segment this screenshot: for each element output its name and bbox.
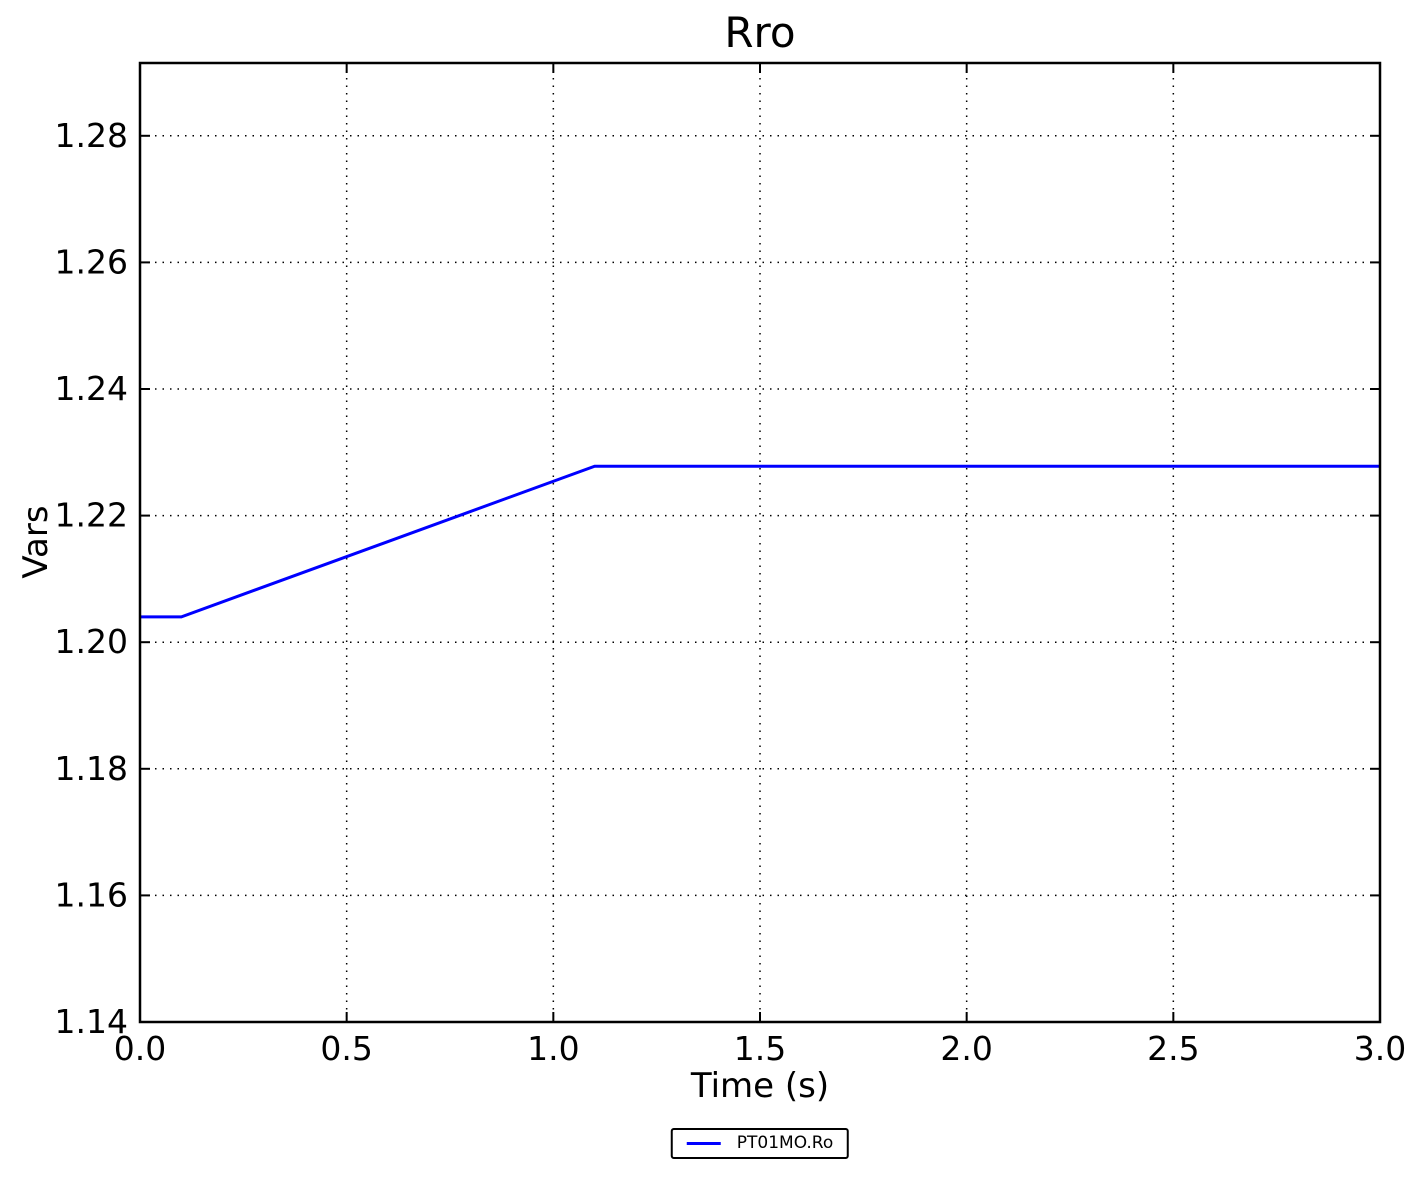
- y-tick-label: 1.22: [55, 496, 128, 535]
- chart-title: Rro: [724, 8, 796, 57]
- y-axis-label: Vars: [16, 505, 56, 579]
- tick-labels: 0.0 0.5 1.0 1.5 2.0 2.5 3.0 1.14 1.16 1.18 1.20 1.2…: [55, 116, 1407, 1068]
- x-tick-label: 0.0: [114, 1029, 166, 1068]
- legend-series-label: PT01MO.Ro: [736, 1133, 834, 1153]
- legend-line-swatch: [686, 1142, 721, 1145]
- x-tick-label: 2.0: [940, 1029, 992, 1068]
- y-tick-label: 1.26: [55, 242, 128, 281]
- y-tick-label: 1.28: [55, 116, 128, 155]
- x-axis-label: Time (s): [690, 1066, 830, 1106]
- grid-lines: [140, 63, 1380, 1022]
- y-tick-label: 1.16: [55, 875, 128, 914]
- plot-frame: [138, 61, 1382, 1024]
- x-tick-label: 1.5: [734, 1029, 786, 1068]
- series-line-pt01mo-ro: [140, 464, 1380, 619]
- y-tick-label: 1.14: [55, 1002, 128, 1041]
- x-tick-label: 1.0: [527, 1029, 579, 1068]
- y-tick-label: 1.20: [55, 622, 128, 661]
- x-tick-label: 2.5: [1147, 1029, 1199, 1068]
- y-tick-label: 1.18: [55, 749, 128, 788]
- x-tick-label: 0.5: [320, 1029, 372, 1068]
- legend: PT01MO.Ro: [670, 1128, 850, 1159]
- y-tick-label: 1.24: [55, 369, 128, 408]
- x-tick-label: 3.0: [1354, 1029, 1406, 1068]
